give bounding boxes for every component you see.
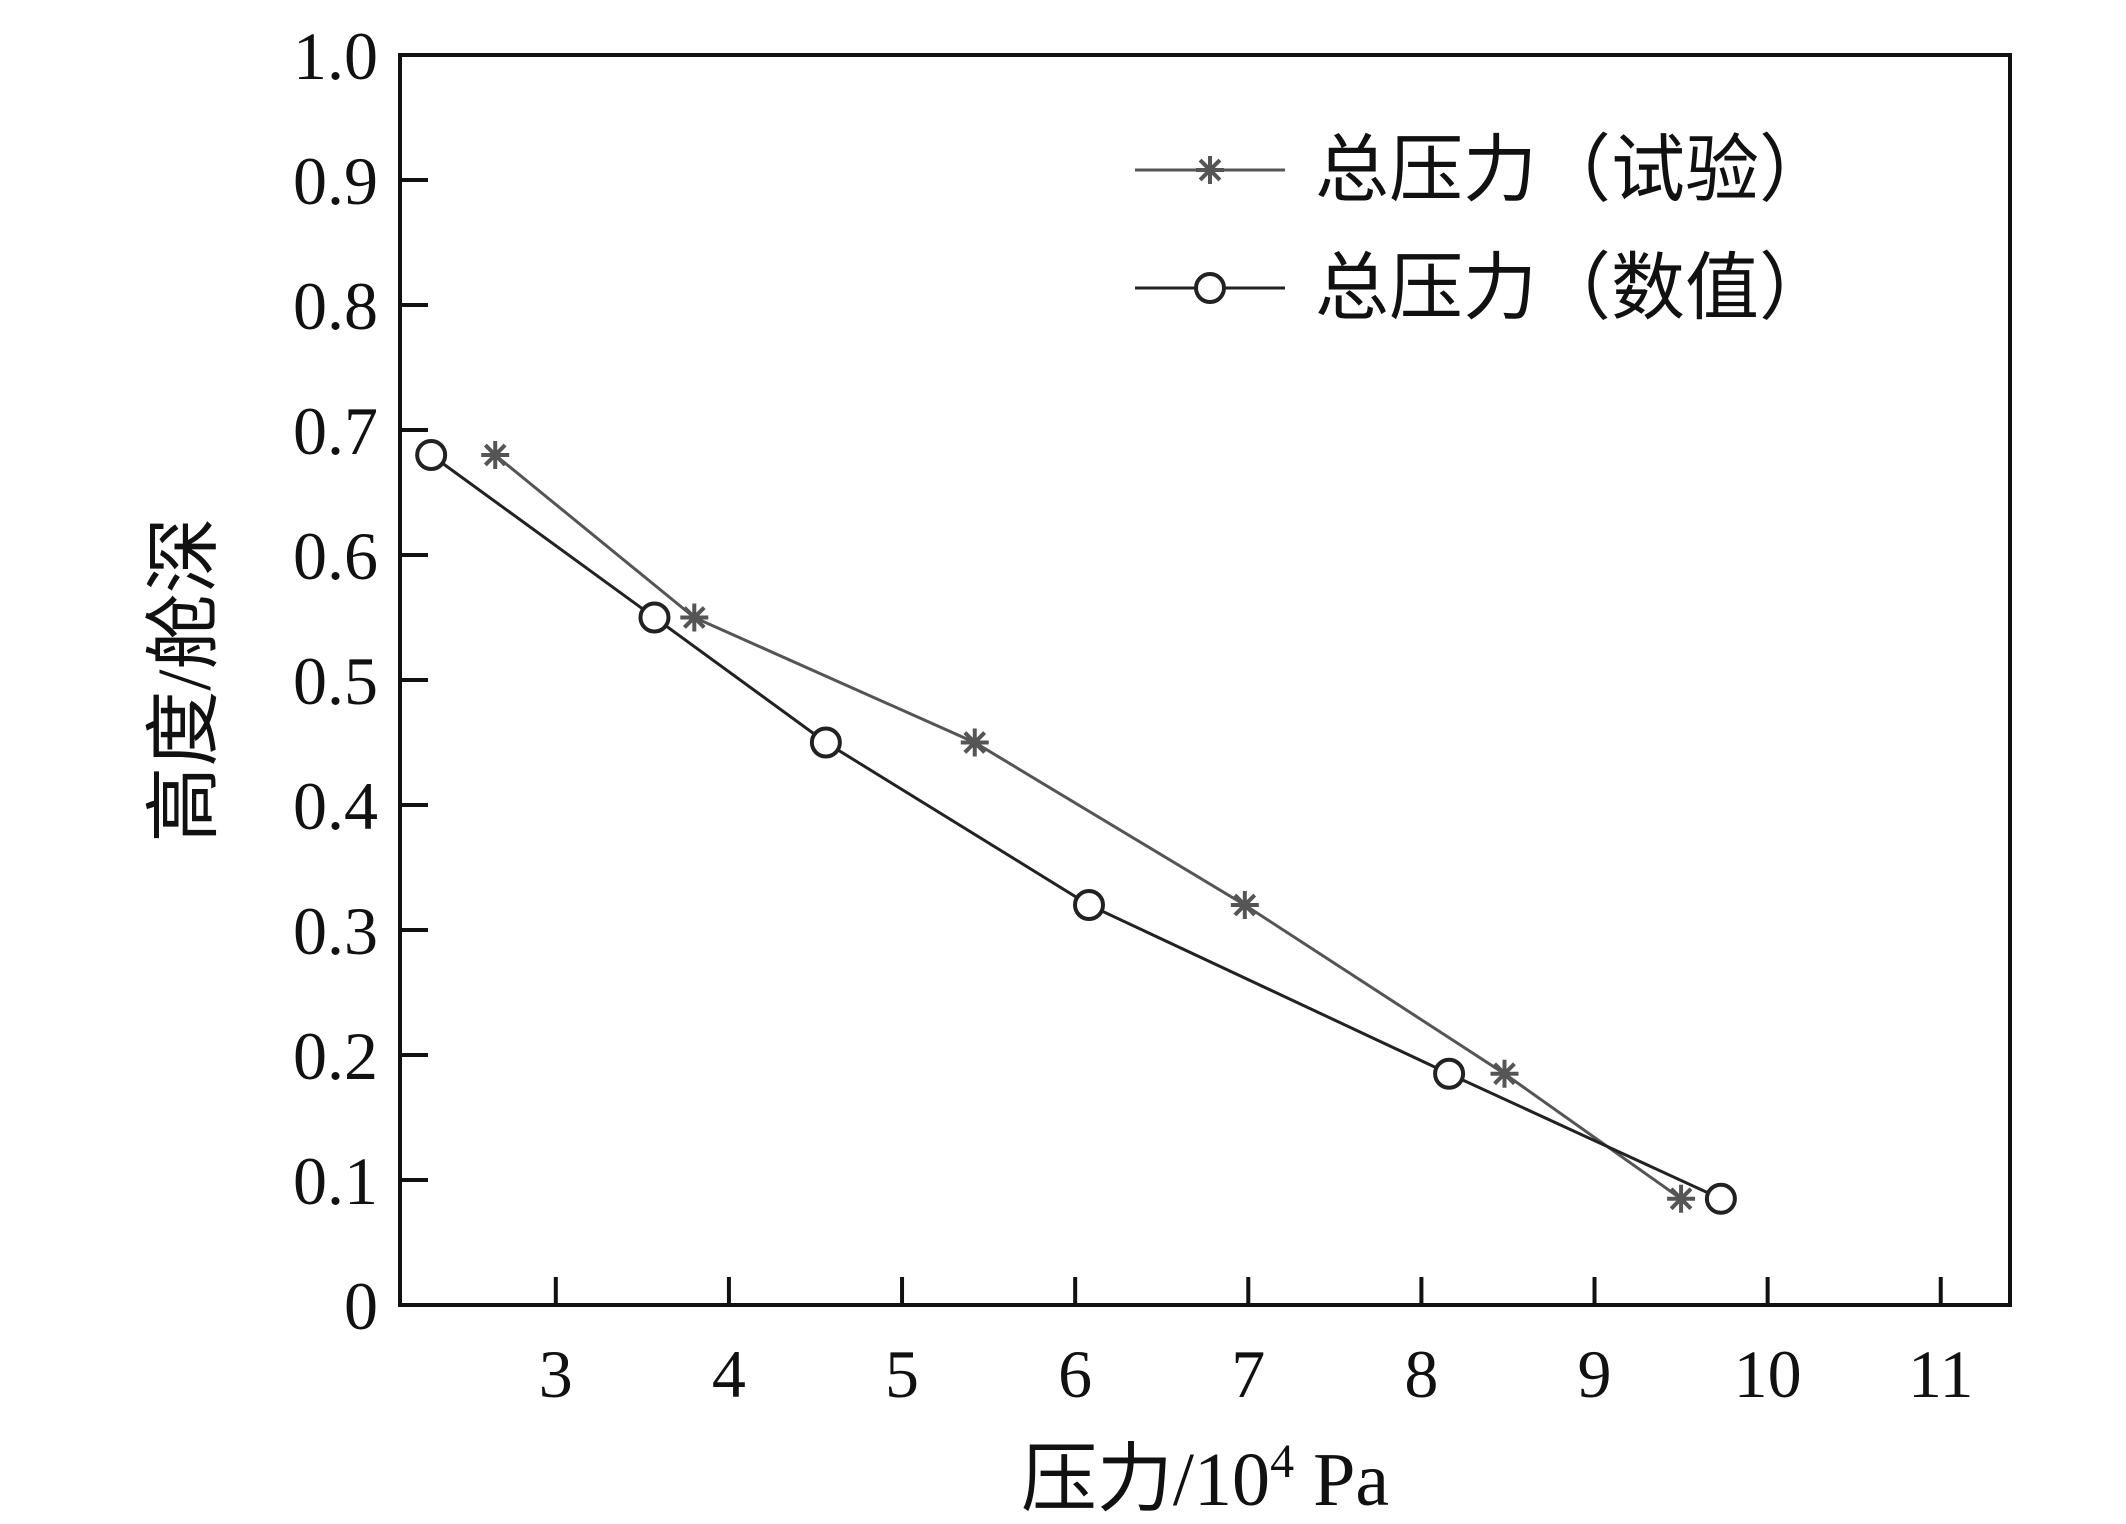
data-point [809, 726, 842, 759]
plot-frame [398, 53, 2012, 1307]
data-point [1433, 1057, 1466, 1090]
data-point [638, 601, 671, 634]
asterisk-stroke [1233, 893, 1257, 917]
y-tick-label: 0.4 [293, 768, 378, 844]
legend-label: 总压力（试验） [1315, 130, 1833, 212]
y-tick-label: 0.1 [293, 1143, 378, 1219]
data-point [1667, 1184, 1696, 1213]
data-point [680, 603, 709, 632]
x-tick-label: 7 [1231, 1336, 1265, 1412]
data-point [481, 441, 510, 469]
x-tick-label: 6 [1058, 1336, 1092, 1412]
legend: 总压力（试验） 总压力（数值） [1135, 130, 1833, 330]
series-line [494, 453, 1682, 1200]
y-tick-label: 0.6 [293, 518, 378, 594]
asterisk-stroke [1669, 1187, 1693, 1211]
x-axis-title-main: 压力/10 [1021, 1438, 1270, 1522]
x-tick-label: 9 [1578, 1336, 1612, 1412]
legend-label: 总压力（数值） [1315, 248, 1833, 330]
x-tick-label: 4 [712, 1336, 746, 1412]
x-tick-label: 11 [1908, 1336, 1973, 1412]
y-axis-title: 高度/舱深 [143, 517, 227, 842]
legend-marker-shape [1196, 156, 1224, 184]
x-tick-label: 5 [885, 1336, 919, 1412]
asterisk-stroke [682, 606, 706, 629]
x-tick-label: 8 [1404, 1336, 1438, 1412]
x-tick-label: 3 [539, 1336, 573, 1412]
data-point [1704, 1182, 1737, 1215]
data-point [1230, 891, 1259, 919]
x-tick-label: 10 [1734, 1336, 1802, 1412]
x-axis-title-superscript: 4 [1270, 1435, 1294, 1488]
asterisk-stroke [1493, 1062, 1516, 1086]
x-axis-title: 压力/104 Pa [1021, 1435, 1389, 1522]
y-tick-label: 0.9 [293, 143, 378, 219]
y-tick-label: 0.3 [293, 893, 378, 969]
asterisk-marker-icon [1196, 156, 1224, 184]
y-tick-label: 0.2 [293, 1018, 378, 1094]
asterisk-stroke [483, 443, 507, 467]
series-line [430, 453, 1722, 1201]
circle-marker-icon [1194, 272, 1226, 304]
legend-marker-shape [1194, 272, 1226, 304]
asterisk-stroke [1198, 158, 1222, 182]
legend-item: 总压力（试验） [1135, 130, 1833, 212]
x-axis: 3 4 5 6 7 8 9 10 11 [539, 1277, 1973, 1412]
x-axis-title-unit: Pa [1294, 1438, 1389, 1522]
data-point [1490, 1059, 1519, 1088]
series-1 [481, 441, 1696, 1213]
legend-item: 总压力（数值） [1135, 248, 1833, 330]
data-point [960, 728, 989, 757]
data-point [1073, 889, 1106, 921]
data-point [415, 439, 448, 471]
y-tick-label: 0.8 [293, 268, 378, 344]
y-tick-label: 0 [344, 1268, 378, 1344]
series-layer [415, 439, 1737, 1215]
y-tick-label: 1.0 [293, 18, 378, 94]
series-2 [415, 439, 1737, 1215]
y-tick-label: 0.7 [293, 393, 378, 469]
asterisk-stroke [963, 731, 987, 754]
y-tick-label: 0.5 [293, 643, 378, 719]
y-axis: 0 0.1 0.2 0.3 0.4 0.5 0.6 0.7 0.8 0.9 1.0 [293, 18, 428, 1344]
